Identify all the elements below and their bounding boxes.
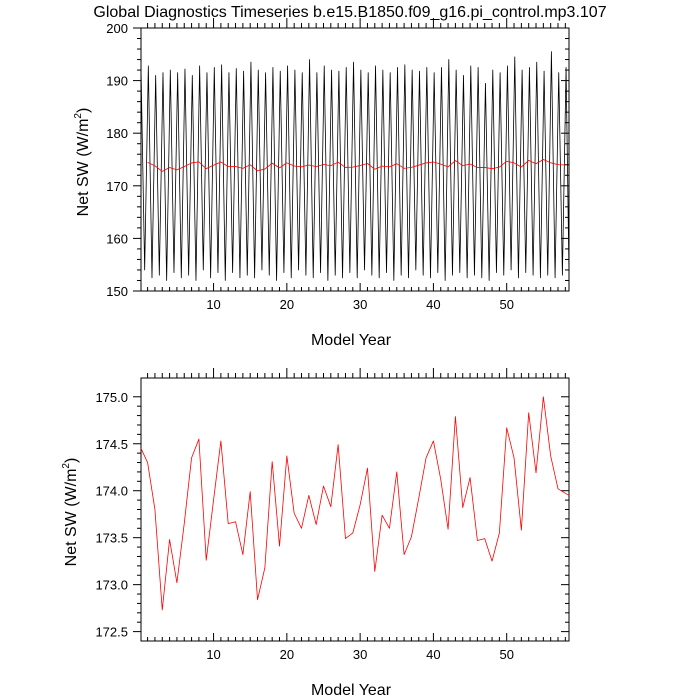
bottom-y-axis-label: Net SW (W/m2) [61, 458, 80, 567]
top-x-tick-label: 10 [206, 297, 220, 312]
bottom-x-tick-label: 50 [499, 647, 513, 662]
bottom-plot-frame [140, 377, 570, 642]
bottom-y-tick-label: 173.5 [95, 531, 128, 546]
bottom-y-tick-label: 172.5 [95, 625, 128, 640]
top-series-line-2 [147, 159, 566, 172]
top-y-tick-label: 160 [106, 231, 128, 246]
bottom-y-tick-label: 175.0 [95, 390, 128, 405]
top-plot-frame [140, 27, 570, 292]
bottom-axis-ticks: 10 20 30 40 50 172.5 173.0 173.5 174.0 174.5 175.0 [95, 368, 569, 662]
bottom-x-tick-label: 10 [206, 647, 220, 662]
bottom-x-tick-label: 40 [426, 647, 440, 662]
top-x-tick-label: 30 [353, 297, 367, 312]
top-x-axis-label: Model Year [311, 332, 392, 349]
bottom-y-tick-label: 173.0 [95, 578, 128, 593]
bottom-y-tick-label: 174.0 [95, 484, 128, 499]
top-x-tick-label: 40 [426, 297, 440, 312]
top-y-tick-label: 190 [106, 74, 128, 89]
top-series-line-1 [140, 51, 570, 281]
bottom-series-group [140, 396, 570, 611]
top-x-tick-label: 50 [499, 297, 513, 312]
top-axis-ticks: 10 20 30 40 50 150 160 170 180 190 200 [106, 18, 569, 312]
top-x-tick-label: 20 [280, 297, 294, 312]
top-y-tick-label: 200 [106, 21, 128, 36]
top-y-tick-label: 150 [106, 284, 128, 299]
bottom-x-tick-label: 20 [280, 647, 294, 662]
bottom-x-axis-label: Model Year [311, 682, 392, 699]
top-series-group [140, 51, 570, 281]
bottom-series-line-1 [140, 396, 570, 611]
bottom-panel: 10 20 30 40 50 172.5 173.0 173.5 174.0 174.5 175.0… [61, 368, 570, 699]
chart-title: Global Diagnostics Timeseries b.e15.B185… [93, 4, 606, 21]
top-y-axis-label: Net SW (W/m2) [73, 108, 92, 217]
top-y-tick-label: 180 [106, 126, 128, 141]
top-y-tick-label: 170 [106, 179, 128, 194]
bottom-y-tick-label: 174.5 [95, 437, 128, 452]
bottom-x-tick-label: 30 [353, 647, 367, 662]
